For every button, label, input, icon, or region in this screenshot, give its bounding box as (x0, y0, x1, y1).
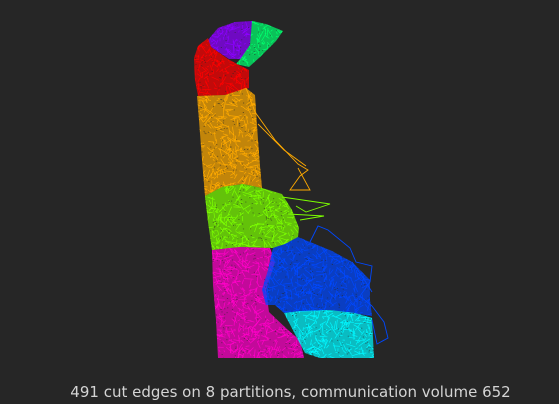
stray-edge-lime-2 (281, 196, 331, 213)
stray-edge-blue-5 (371, 305, 389, 345)
stray-edge-orange-0 (245, 87, 311, 191)
stray-edge-lime-3 (287, 213, 325, 221)
stray-edge-blue-4 (309, 225, 373, 307)
partition-layer (194, 21, 374, 358)
partition-orange (197, 88, 262, 196)
caption: 491 cut edges on 8 partitions, communica… (70, 383, 511, 401)
stray-edge-orange-1 (257, 123, 307, 167)
cut-edge-layer (245, 87, 389, 345)
stray-edge-blue-6 (351, 261, 373, 293)
